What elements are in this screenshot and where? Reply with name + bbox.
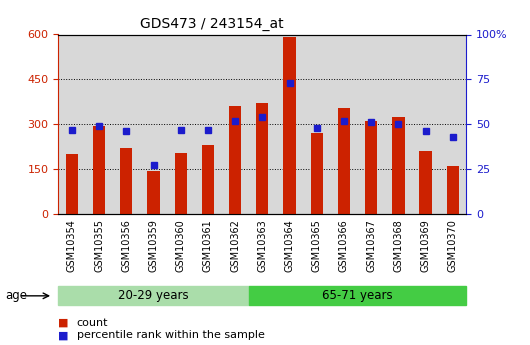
Text: percentile rank within the sample: percentile rank within the sample <box>77 331 264 340</box>
Text: 65-71 years: 65-71 years <box>322 289 393 302</box>
Text: GDS473 / 243154_at: GDS473 / 243154_at <box>140 17 284 31</box>
Bar <box>229 106 241 214</box>
Bar <box>256 103 269 214</box>
Bar <box>147 170 160 214</box>
Bar <box>365 121 377 214</box>
Bar <box>93 126 105 214</box>
Bar <box>419 151 432 214</box>
Bar <box>447 166 459 214</box>
Bar <box>338 108 350 214</box>
Bar <box>66 154 78 214</box>
Text: ■: ■ <box>58 318 69 327</box>
Bar <box>120 148 132 214</box>
Text: ■: ■ <box>58 331 69 340</box>
Bar <box>174 152 187 214</box>
Text: count: count <box>77 318 108 327</box>
Bar <box>392 117 404 214</box>
Bar <box>202 145 214 214</box>
Bar <box>311 133 323 214</box>
Text: 20-29 years: 20-29 years <box>118 289 189 302</box>
Text: age: age <box>5 289 28 302</box>
Bar <box>284 38 296 214</box>
